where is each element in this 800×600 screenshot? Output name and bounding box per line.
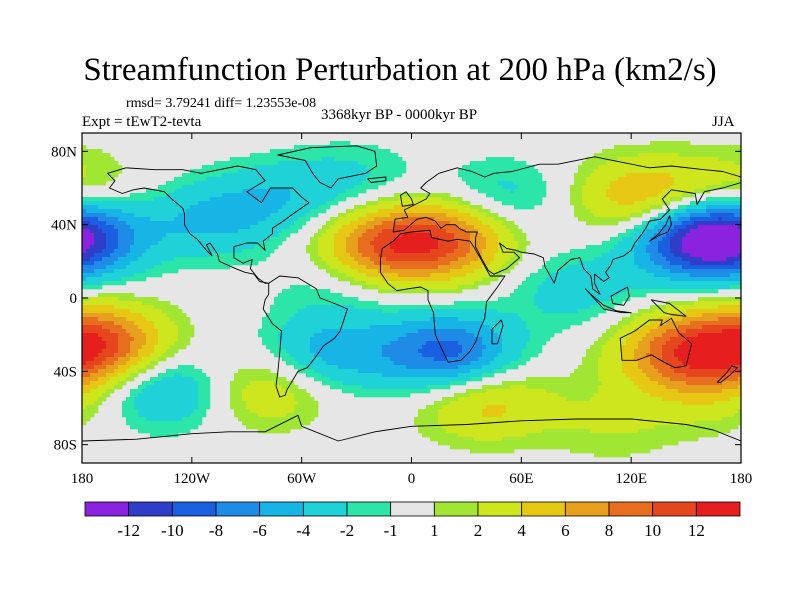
period-label: 3368kyr BP - 0000kyr BP bbox=[321, 107, 478, 123]
y-tick-label: 40S bbox=[54, 364, 77, 380]
colorbar-label: 8 bbox=[605, 521, 614, 540]
colorbar-swatch bbox=[608, 501, 654, 517]
coastline-eurasia bbox=[392, 156, 741, 295]
coastline-north-america bbox=[107, 165, 310, 284]
experiment-label: Expt = tEwT2-tevta bbox=[82, 114, 202, 130]
colorbar-swatch bbox=[564, 501, 610, 517]
colorbar-label: -10 bbox=[161, 521, 184, 540]
colorbar-label: 12 bbox=[688, 521, 705, 540]
colorbar-label: -8 bbox=[209, 521, 223, 540]
season-label: JJA bbox=[712, 114, 735, 130]
coastlines bbox=[82, 145, 741, 442]
coastline-greenland bbox=[277, 145, 378, 189]
coastline-africa bbox=[379, 229, 506, 363]
colorbar-label: 1 bbox=[430, 521, 439, 540]
colorbar-swatch bbox=[128, 501, 173, 517]
colorbar-swatch bbox=[84, 501, 130, 517]
y-tick-label: 80S bbox=[54, 438, 77, 454]
coastline-new-zealand bbox=[716, 365, 738, 383]
coastline-antarctica bbox=[82, 414, 741, 442]
y-tick-label: 40N bbox=[51, 218, 77, 234]
y-tick-label: 80N bbox=[51, 144, 77, 160]
colorbar-label: 10 bbox=[644, 521, 661, 540]
coastline-indonesia bbox=[584, 288, 632, 314]
x-tick-label: 180 bbox=[730, 471, 753, 487]
x-tick-label: 60E bbox=[509, 471, 533, 487]
colorbar-swatch bbox=[302, 501, 348, 517]
coastline-new-guinea bbox=[650, 299, 687, 317]
stats-text: rmsd= 3.79241 diff= 1.23553e-08 bbox=[126, 96, 317, 111]
coastline-madagascar bbox=[491, 319, 504, 345]
coastline-uk bbox=[400, 191, 414, 207]
colorbar-swatch bbox=[215, 501, 261, 517]
axis-ticks: 180 120W 60W 0 60E 120E 180 80N 40N 0 40S 80S bbox=[51, 133, 752, 487]
x-tick-label: 180 bbox=[71, 471, 94, 487]
colorbar-swatch bbox=[433, 501, 479, 517]
colorbar-label: -6 bbox=[253, 521, 267, 540]
colorbar-swatch bbox=[259, 501, 304, 517]
colorbar-label: 6 bbox=[561, 521, 570, 540]
colorbar: -12 -10 -8 -6 -4 -2 -1 1 2 4 6 8 10 12 bbox=[84, 501, 741, 540]
x-tick-label: 0 bbox=[408, 471, 416, 487]
colorbar-label: -2 bbox=[340, 521, 354, 540]
coastline-australia bbox=[619, 317, 693, 369]
coastline-japan bbox=[649, 215, 672, 242]
x-tick-label: 120W bbox=[173, 471, 211, 487]
x-tick-label: 120E bbox=[615, 471, 647, 487]
plot-title: Streamfunction Perturbation at 200 hPa (… bbox=[83, 52, 717, 88]
coastline-iceland bbox=[367, 176, 387, 183]
colorbar-swatch bbox=[346, 501, 392, 517]
colorbar-swatch bbox=[695, 501, 741, 517]
colorbar-label: 2 bbox=[474, 521, 483, 540]
streamfunction-field bbox=[82, 133, 741, 463]
colorbar-swatch bbox=[521, 501, 566, 517]
coastline-south-america bbox=[262, 275, 348, 398]
colorbar-swatch bbox=[390, 501, 435, 517]
x-tick-label: 60W bbox=[287, 471, 317, 487]
y-tick-label: 0 bbox=[70, 291, 78, 307]
colorbar-label: -12 bbox=[117, 521, 140, 540]
colorbar-label: -4 bbox=[296, 521, 311, 540]
colorbar-swatch bbox=[477, 501, 523, 517]
colorbar-swatch bbox=[652, 501, 697, 517]
colorbar-swatch bbox=[171, 501, 217, 517]
colorbar-label: -1 bbox=[384, 521, 398, 540]
colorbar-label: 4 bbox=[517, 521, 526, 540]
coastline-borneo bbox=[610, 286, 630, 306]
